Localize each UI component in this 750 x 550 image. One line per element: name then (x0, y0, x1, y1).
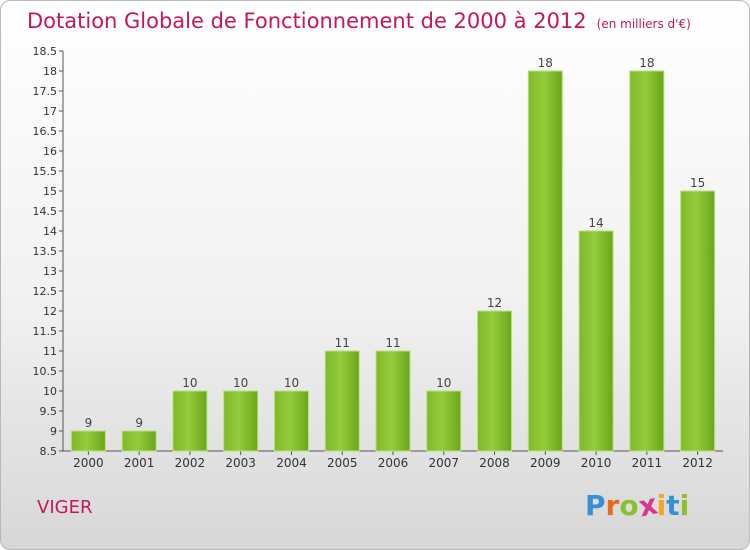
chart-unit-label: (en milliers d'€) (596, 17, 691, 31)
x-tick-label-2009: 2009 (530, 456, 561, 470)
chart-title: Dotation Globale de Fonctionnement de 20… (27, 9, 691, 33)
chart-title-text: Dotation Globale de Fonctionnement de 20… (27, 9, 587, 33)
data-label-2009: 18 (538, 56, 553, 70)
x-tick-label-2001: 2001 (124, 456, 155, 470)
chart-bars (70, 70, 716, 452)
data-label-2011: 18 (639, 56, 654, 70)
data-label-2003: 10 (233, 376, 248, 390)
y-tick-label: 8.5 (40, 445, 58, 458)
y-tick-label: 15 (43, 185, 57, 198)
x-tick-label-2002: 2002 (175, 456, 206, 470)
data-label-2007: 10 (436, 376, 451, 390)
y-tick-label: 13 (43, 265, 57, 278)
y-tick-label: 15.5 (33, 165, 58, 178)
data-label-2005: 11 (335, 336, 350, 350)
chart-axes: 8.5 9 9.5 10 10.5 11 11.5 12 12.5 13 13.5 14 14.5 15 1… (33, 45, 723, 470)
data-label-2001: 9 (135, 416, 143, 430)
bar-2010 (578, 230, 614, 452)
y-tick-label: 10.5 (33, 365, 58, 378)
logo-letter: o (619, 489, 639, 522)
y-tick-label: 14.5 (33, 205, 58, 218)
bar-2012 (680, 190, 716, 452)
logo-letter: i (679, 489, 690, 522)
bar-2000 (70, 430, 106, 452)
x-tick-label-2003: 2003 (225, 456, 256, 470)
y-tick-label: 18.5 (33, 45, 58, 58)
y-tick-label: 16.5 (33, 125, 58, 138)
x-tick-label-2010: 2010 (581, 456, 612, 470)
logo-letter: t (666, 489, 680, 522)
bar-2001 (121, 430, 157, 452)
bar-2008 (477, 310, 513, 452)
x-tick-label-2011: 2011 (632, 456, 663, 470)
y-tick-label: 11.5 (33, 325, 58, 338)
data-label-2006: 11 (385, 336, 400, 350)
y-tick-label: 9 (50, 425, 57, 438)
data-label-2012: 15 (690, 176, 705, 190)
chart-data-labels: 9 9 10 10 10 11 11 10 12 18 14 18 15 (85, 56, 706, 430)
x-tick-label-2000: 2000 (73, 456, 104, 470)
commune-name: VIGER (37, 497, 93, 518)
data-label-2000: 9 (85, 416, 93, 430)
data-label-2002: 10 (182, 376, 197, 390)
logo-letter: P (585, 489, 606, 522)
y-tick-label: 14 (43, 225, 57, 238)
x-tick-label-2004: 2004 (276, 456, 307, 470)
proxiti-logo: Proxiti (585, 487, 690, 523)
bar-2011 (629, 70, 665, 452)
y-tick-label: 9.5 (40, 405, 58, 418)
logo-letter: r (605, 489, 620, 522)
y-tick-label: 12 (43, 305, 57, 318)
x-tick-label-2005: 2005 (327, 456, 358, 470)
x-tick-label-2008: 2008 (479, 456, 510, 470)
y-tick-label: 18 (43, 65, 57, 78)
y-tick-label: 16 (43, 145, 57, 158)
y-tick-label: 11 (43, 345, 57, 358)
logo-letter: i (656, 489, 667, 522)
bar-2002 (172, 390, 208, 452)
bar-2003 (223, 390, 259, 452)
data-label-2008: 12 (487, 296, 502, 310)
x-tick-label-2007: 2007 (428, 456, 459, 470)
x-tick-label-2012: 2012 (682, 456, 713, 470)
y-tick-label: 13.5 (33, 245, 58, 258)
y-tick-label: 10 (43, 385, 57, 398)
data-label-2004: 10 (284, 376, 299, 390)
bar-2004 (273, 390, 309, 452)
bar-2006 (375, 350, 411, 452)
bar-2005 (324, 350, 360, 452)
y-tick-label: 17 (43, 105, 57, 118)
bar-2007 (426, 390, 462, 452)
y-tick-label: 12.5 (33, 285, 58, 298)
x-tick-label-2006: 2006 (378, 456, 409, 470)
data-label-2010: 14 (588, 216, 603, 230)
y-tick-label: 17.5 (33, 85, 58, 98)
bar-2009 (527, 70, 563, 452)
